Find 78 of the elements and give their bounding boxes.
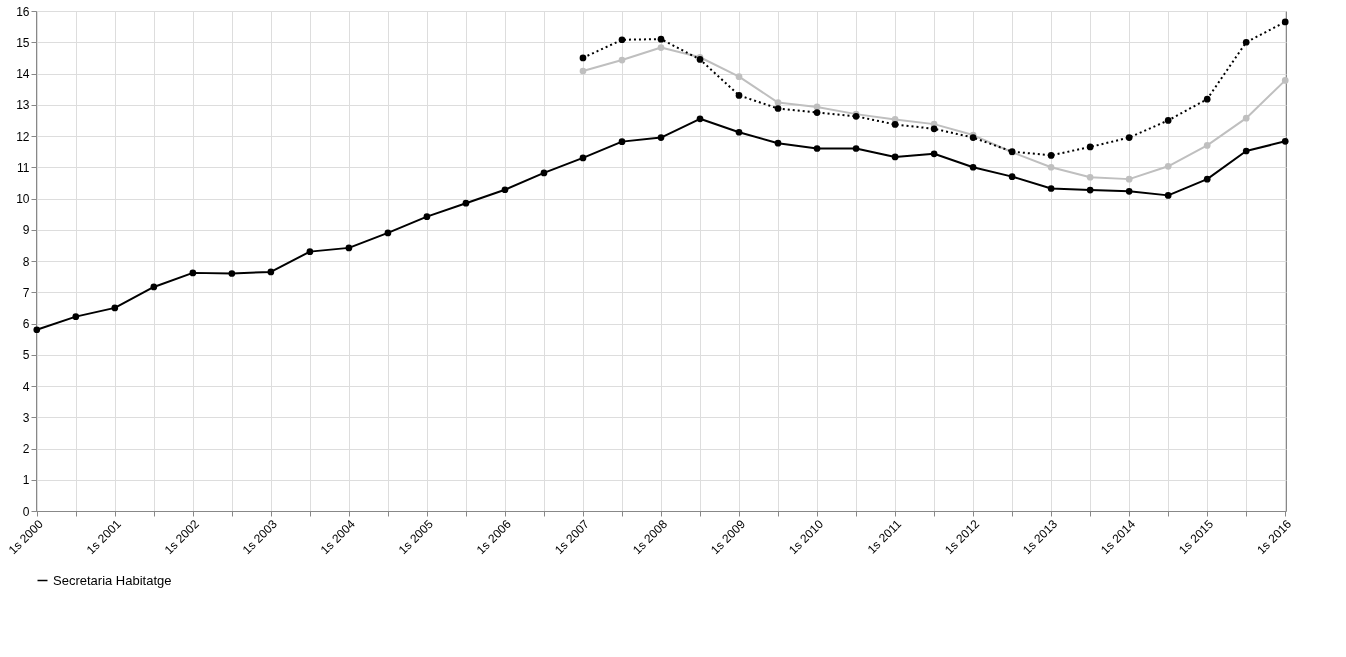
point bbox=[618, 36, 626, 44]
point bbox=[579, 67, 587, 75]
point bbox=[774, 105, 782, 112]
point bbox=[852, 145, 860, 152]
point bbox=[735, 128, 743, 136]
y-tick-label: 13 bbox=[16, 98, 30, 113]
point bbox=[969, 163, 977, 171]
y-tick-label: 9 bbox=[22, 223, 30, 238]
point bbox=[1125, 134, 1133, 141]
y-tick-label: 7 bbox=[22, 285, 30, 300]
point bbox=[540, 169, 548, 177]
point bbox=[657, 44, 665, 51]
y-tick-label: 5 bbox=[22, 348, 30, 363]
y-tick-label: 4 bbox=[22, 379, 30, 394]
point bbox=[1242, 38, 1250, 46]
y-tick-label: 10 bbox=[16, 192, 30, 206]
y-tick-label: 11 bbox=[17, 160, 30, 175]
point bbox=[1281, 18, 1289, 26]
point bbox=[462, 199, 470, 207]
point bbox=[1047, 163, 1055, 171]
point bbox=[1086, 173, 1094, 181]
point bbox=[618, 138, 626, 145]
point bbox=[1203, 142, 1211, 149]
y-tick-label: 3 bbox=[22, 410, 30, 425]
y-tick-label: 12 bbox=[16, 129, 30, 144]
y-tick-label: 8 bbox=[22, 254, 30, 269]
point bbox=[501, 186, 509, 194]
point bbox=[228, 270, 236, 277]
point bbox=[696, 115, 704, 123]
point bbox=[813, 109, 821, 116]
point bbox=[774, 99, 782, 106]
y-tick-label: 14 bbox=[16, 67, 30, 81]
point bbox=[1164, 117, 1172, 124]
point bbox=[111, 304, 119, 312]
point bbox=[735, 92, 743, 99]
point bbox=[150, 283, 158, 291]
point bbox=[735, 73, 743, 80]
y-tick-label: 0 bbox=[22, 504, 30, 519]
point bbox=[1047, 152, 1055, 159]
point bbox=[189, 269, 197, 277]
point bbox=[1203, 95, 1211, 103]
point bbox=[1203, 175, 1211, 183]
point bbox=[1164, 192, 1172, 199]
point bbox=[1164, 162, 1172, 170]
point bbox=[1086, 143, 1094, 151]
point bbox=[618, 56, 626, 64]
point bbox=[774, 139, 782, 147]
point bbox=[891, 153, 899, 161]
point bbox=[423, 213, 431, 220]
y-tick-label: 2 bbox=[22, 442, 30, 456]
point bbox=[306, 248, 314, 255]
point bbox=[345, 244, 353, 252]
point bbox=[930, 150, 938, 158]
point bbox=[891, 121, 899, 128]
point bbox=[1008, 173, 1016, 180]
point bbox=[930, 125, 938, 133]
point bbox=[1242, 147, 1250, 155]
point bbox=[1281, 137, 1289, 145]
point bbox=[1242, 114, 1250, 122]
point bbox=[657, 134, 665, 141]
point bbox=[33, 326, 41, 334]
legend-label: Secretaria Habitatge bbox=[53, 572, 172, 588]
y-tick-label: 16 bbox=[16, 4, 30, 19]
y-tick-label: 6 bbox=[22, 317, 30, 331]
point bbox=[72, 313, 80, 320]
point bbox=[384, 229, 392, 237]
point bbox=[1086, 186, 1094, 194]
point bbox=[579, 54, 587, 62]
point bbox=[657, 35, 665, 43]
point bbox=[1125, 175, 1133, 183]
point bbox=[1281, 77, 1289, 84]
point bbox=[813, 145, 821, 152]
y-tick-label: 15 bbox=[16, 35, 30, 50]
point bbox=[1047, 185, 1055, 192]
point bbox=[267, 268, 275, 276]
point bbox=[1125, 187, 1133, 195]
y-tick-label: 1 bbox=[22, 473, 30, 488]
point bbox=[579, 154, 587, 162]
